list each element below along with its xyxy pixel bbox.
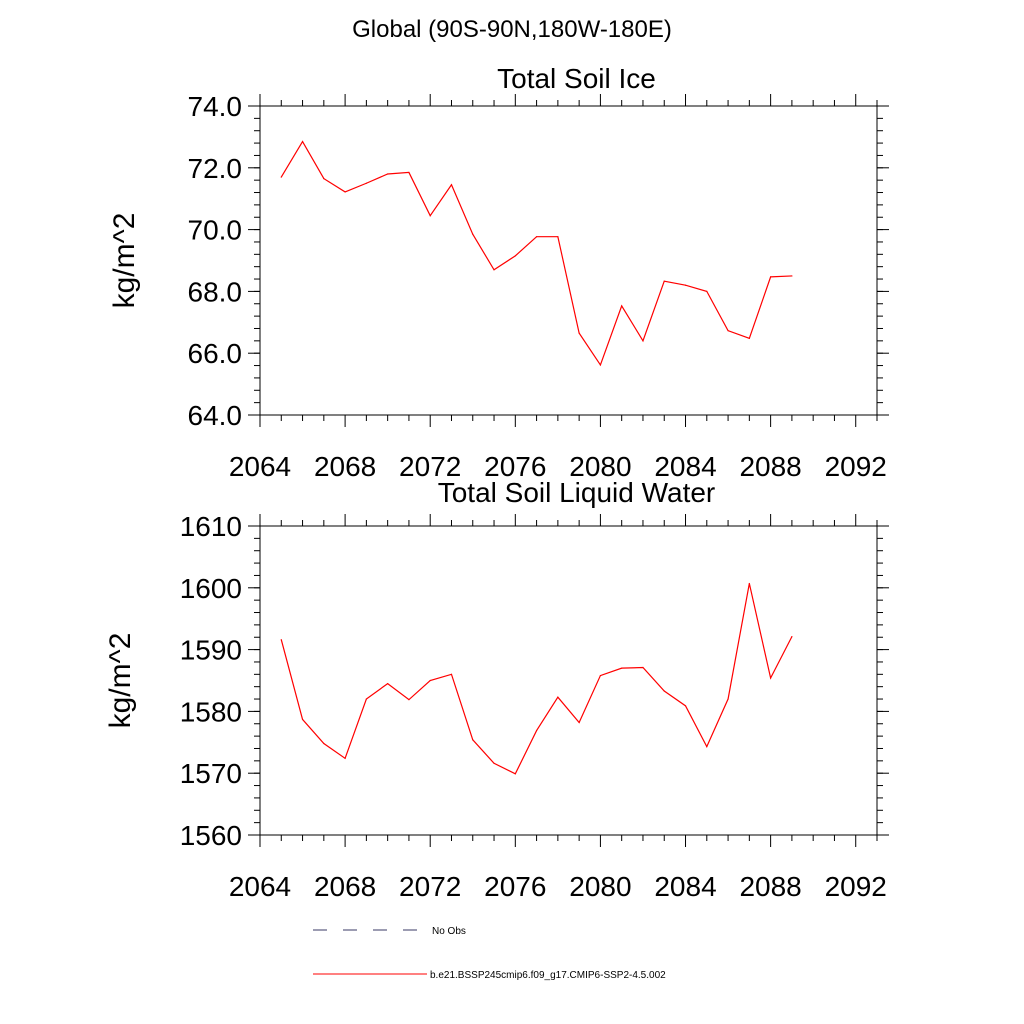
- data-point: [493, 269, 495, 271]
- chart-title: Total Soil Ice: [497, 63, 656, 94]
- y-tick-label: 66.0: [188, 338, 243, 369]
- chart-panel-total-soil-ice: Total Soil Ice kg/m^2 2064 2068 2072 2076 2080…: [108, 63, 889, 482]
- data-point: [663, 690, 665, 692]
- data-point: [365, 182, 367, 184]
- data-point: [514, 255, 516, 257]
- legend-label: b.e21.BSSP245cmip6.f09_g17.CMIP6-SSP2-4.…: [430, 970, 666, 981]
- data-point: [770, 276, 772, 278]
- x-tick-label: 2064: [229, 451, 291, 482]
- data-point: [323, 742, 325, 745]
- data-point: [557, 236, 559, 238]
- y-tick-label: 72.0: [188, 153, 243, 184]
- data-point: [429, 679, 431, 682]
- x-tick-label: 2080: [569, 451, 631, 482]
- data-point: [429, 215, 431, 217]
- data-point: [344, 757, 346, 759]
- data-point: [770, 677, 772, 679]
- data-point: [748, 582, 750, 585]
- x-tick-label: 2076: [484, 451, 546, 482]
- y-tick-label: 1570: [180, 758, 242, 789]
- x-tick-label: 2084: [654, 871, 716, 902]
- data-point: [301, 718, 304, 721]
- data-point: [642, 340, 644, 342]
- data-point: [599, 674, 602, 677]
- legend: No Obs b.e21.BSSP245cmip6.f09_g17.CMIP6-S…: [313, 926, 666, 981]
- x-tick-label: 2084: [654, 451, 716, 482]
- x-tick-label: 2068: [314, 871, 376, 902]
- data-point: [621, 667, 623, 669]
- data-point: [301, 140, 304, 143]
- data-point: [791, 636, 793, 638]
- data-point: [472, 739, 474, 741]
- data-point: [642, 666, 644, 669]
- y-tick-label: 1580: [180, 696, 242, 727]
- data-point: [535, 729, 538, 732]
- data-point: [493, 762, 495, 764]
- data-point: [365, 698, 367, 700]
- x-tick-label: 2072: [399, 451, 461, 482]
- y-tick-label: 1590: [180, 635, 242, 666]
- series-line: [280, 583, 793, 775]
- x-tick-label: 2092: [825, 871, 887, 902]
- y-tick-label: 74.0: [188, 91, 243, 122]
- chart-title: Total Soil Liquid Water: [438, 477, 716, 508]
- x-tick-label: 2072: [399, 871, 461, 902]
- y-tick-label: 1610: [180, 511, 242, 542]
- x-tick-label: 2068: [314, 451, 376, 482]
- data-point: [450, 673, 453, 675]
- y-tick-label: 1560: [180, 820, 242, 851]
- y-tick-label: 70.0: [188, 215, 243, 246]
- data-point: [387, 682, 389, 685]
- data-point: [727, 698, 729, 700]
- y-tick-label: 64.0: [188, 400, 243, 431]
- plot-frame: [259, 105, 878, 416]
- legend-label: No Obs: [432, 926, 466, 937]
- data-point: [472, 233, 474, 235]
- data-point: [450, 184, 453, 186]
- y-axis-label: kg/m^2: [108, 213, 141, 309]
- x-tick-label: 2064: [229, 871, 291, 902]
- data-point: [599, 364, 602, 366]
- series-line: [280, 140, 792, 367]
- data-point: [621, 305, 623, 307]
- data-point: [706, 290, 708, 292]
- data-point: [706, 746, 708, 748]
- x-tick-label: 2076: [484, 871, 546, 902]
- data-point: [344, 191, 346, 193]
- data-point: [408, 699, 410, 701]
- data-point: [557, 696, 559, 698]
- plot-frame: [259, 525, 878, 836]
- chart-panel-total-soil-liquid-water: Total Soil Liquid Water kg/m^2 2064 2068 207…: [104, 477, 889, 902]
- data-point: [684, 284, 687, 286]
- x-tick-label: 2088: [739, 451, 801, 482]
- data-point: [408, 171, 410, 174]
- y-axis-label: kg/m^2: [104, 633, 137, 729]
- data-point: [748, 337, 750, 339]
- data-point: [535, 236, 538, 238]
- x-tick-label: 2080: [569, 871, 631, 902]
- data-point: [578, 332, 580, 334]
- page-title: Global (90S-90N,180W-180E): [352, 16, 672, 43]
- data-point: [387, 173, 389, 175]
- data-point: [727, 330, 729, 332]
- y-tick-label: 1600: [180, 573, 242, 604]
- y-tick-label: 68.0: [188, 276, 243, 307]
- data-point: [791, 275, 793, 277]
- data-point: [280, 176, 282, 178]
- x-tick-label: 2088: [739, 871, 801, 902]
- data-point: [514, 773, 516, 775]
- data-point: [280, 639, 282, 641]
- data-point: [578, 721, 580, 724]
- data-point: [323, 178, 325, 180]
- data-point: [663, 280, 665, 282]
- x-tick-label: 2092: [825, 451, 887, 482]
- data-point: [684, 705, 687, 707]
